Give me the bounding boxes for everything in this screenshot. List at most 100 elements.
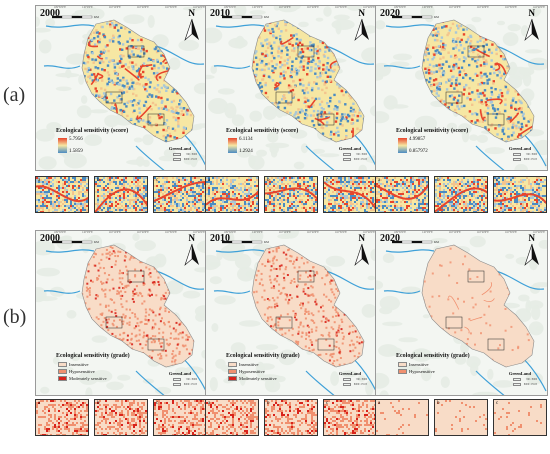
legend-color-ramp xyxy=(228,138,237,153)
inset-raster xyxy=(435,177,487,212)
greenland-legend-swatch xyxy=(343,383,351,386)
inset-extent-box xyxy=(445,316,463,329)
greenland-legend-swatch xyxy=(513,153,521,156)
legend-class-label: Insensitive xyxy=(69,362,89,367)
inset-map-score-2020-c: c xyxy=(493,176,547,213)
greenland-legend-label: <90 / 8000 xyxy=(185,153,197,156)
map-canvas xyxy=(206,231,377,395)
north-arrow-icon xyxy=(354,18,369,41)
map-canvas xyxy=(36,6,207,170)
inset-label: b xyxy=(97,401,100,406)
legend-high-value: 4.99857 xyxy=(409,137,426,142)
inset-extent-box xyxy=(275,91,293,104)
coordinate-tick-label: 110°0'0"E xyxy=(422,6,433,9)
legend-class-label: Insensitive xyxy=(409,362,429,367)
inset-raster xyxy=(265,400,317,435)
scale-unit-label: KM xyxy=(434,15,439,19)
legend-swatch xyxy=(58,362,67,367)
inset-map-score-2000-c: c xyxy=(153,176,207,213)
legend-low-value: 1.2924 xyxy=(239,149,253,154)
inset-extent-box xyxy=(147,338,165,351)
inset-map-score-2020-b: b xyxy=(434,176,488,213)
inset-raster xyxy=(376,400,428,435)
greenland-legend-label: <90 / 8000 xyxy=(525,153,537,156)
greenland-legend-title: GreenLand xyxy=(338,146,361,151)
legend-title: Ecological sensitivity (score) xyxy=(56,128,129,134)
legend-class-label: Hyposensitive xyxy=(69,369,95,374)
year-label: 2010 xyxy=(210,233,230,244)
inset-label: b xyxy=(267,401,270,406)
legend-swatch xyxy=(228,362,237,367)
study-area-boundary xyxy=(251,244,365,368)
scale-bar xyxy=(52,15,93,19)
greenland-legend-label: 8000~17105 xyxy=(353,158,367,161)
coordinate-tick-label: 110°20'0"E xyxy=(306,6,319,9)
greenland-legend-swatch xyxy=(173,158,181,161)
coordinate-ticks: 109°50'0"E 110°0'0"E 110°10'0"E 110°20'0"E 1… xyxy=(224,231,375,234)
scale-unit-label: KM xyxy=(264,240,269,244)
inset-extent-box xyxy=(105,316,123,329)
legend-class-label: Hyposensitive xyxy=(409,369,435,374)
map-canvas xyxy=(36,231,207,395)
north-label: N xyxy=(528,233,536,243)
inset-map-score-2010-c: c xyxy=(323,176,377,213)
coordinate-tick-label: 110°10'0"E xyxy=(448,6,461,9)
legend-color-ramp xyxy=(58,138,67,153)
coordinate-tick-label: 109°50'0"E xyxy=(394,6,406,9)
greenland-legend-title: GreenLand xyxy=(168,371,191,376)
inset-label: c xyxy=(326,178,329,183)
inset-extent-box xyxy=(127,45,145,58)
greenland-legend-swatch xyxy=(513,158,521,161)
coordinate-tick-label: 110°40'0"E xyxy=(193,6,205,9)
greenland-legend-label: 8000~17105 xyxy=(353,383,367,386)
coordinate-ticks: 109°50'0"E 110°0'0"E 110°10'0"E 110°20'0"E 1… xyxy=(394,231,545,234)
legend-title: Ecological sensitivity (grade) xyxy=(56,353,130,359)
north-label: N xyxy=(188,233,196,243)
scale-unit-label: KM xyxy=(264,15,269,19)
inset-extent-box xyxy=(487,338,505,351)
coordinate-tick-label: 109°50'0"E xyxy=(394,231,406,234)
legend-color-ramp xyxy=(398,138,407,153)
inset-label: b xyxy=(267,178,270,183)
greenland-legend-swatch xyxy=(343,158,351,161)
north-label: N xyxy=(188,8,196,18)
inset-map-grade-2020-a: a xyxy=(375,399,429,436)
inset-label: b xyxy=(97,178,100,183)
north-arrow-icon xyxy=(354,243,369,266)
coordinate-tick-label: 110°10'0"E xyxy=(108,6,121,9)
legend-swatch xyxy=(398,362,407,367)
coordinate-tick-label: 109°50'0"E xyxy=(54,231,66,234)
inset-extent-box xyxy=(317,338,335,351)
inset-label: a xyxy=(378,178,381,183)
inset-map-grade-2010-c: c xyxy=(323,399,377,436)
coordinate-ticks: 109°50'0"E 110°0'0"E 110°10'0"E 110°20'0"E 1… xyxy=(54,6,205,9)
inset-extent-box xyxy=(147,113,165,126)
coordinate-tick-label: 109°50'0"E xyxy=(224,6,236,9)
legend-high-value: 6.1134 xyxy=(239,137,253,142)
inset-map-grade-2020-b: b xyxy=(434,399,488,436)
coordinate-ticks: 109°50'0"E 110°0'0"E 110°10'0"E 110°20'0"E 1… xyxy=(54,231,205,234)
north-arrow-icon xyxy=(524,243,539,266)
legend-swatch xyxy=(228,376,237,381)
inset-label: c xyxy=(156,401,159,406)
river-network xyxy=(43,24,207,170)
inset-map-score-2010-a: a xyxy=(205,176,259,213)
legend-title: Ecological sensitivity (score) xyxy=(396,128,469,134)
inset-raster xyxy=(154,177,206,212)
greenland-legend-title: GreenLand xyxy=(168,146,191,151)
scale-unit-label: KM xyxy=(94,240,99,244)
coordinate-tick-label: 110°20'0"E xyxy=(306,231,319,234)
inset-raster xyxy=(324,177,376,212)
inset-label: a xyxy=(208,178,211,183)
inset-raster xyxy=(36,400,88,435)
greenland-legend-label: <90 / 8000 xyxy=(355,153,367,156)
map-canvas xyxy=(376,231,547,395)
greenland-legend-label: 8000~17105 xyxy=(523,383,537,386)
legend-swatch xyxy=(58,369,67,374)
scale-bar xyxy=(392,15,433,19)
inset-extent-box xyxy=(445,91,463,104)
inset-map-grade-2010-b: b xyxy=(264,399,318,436)
row-label-b: (b) xyxy=(3,306,27,328)
year-label: 2000 xyxy=(40,233,60,244)
study-area-boundary xyxy=(421,244,535,368)
